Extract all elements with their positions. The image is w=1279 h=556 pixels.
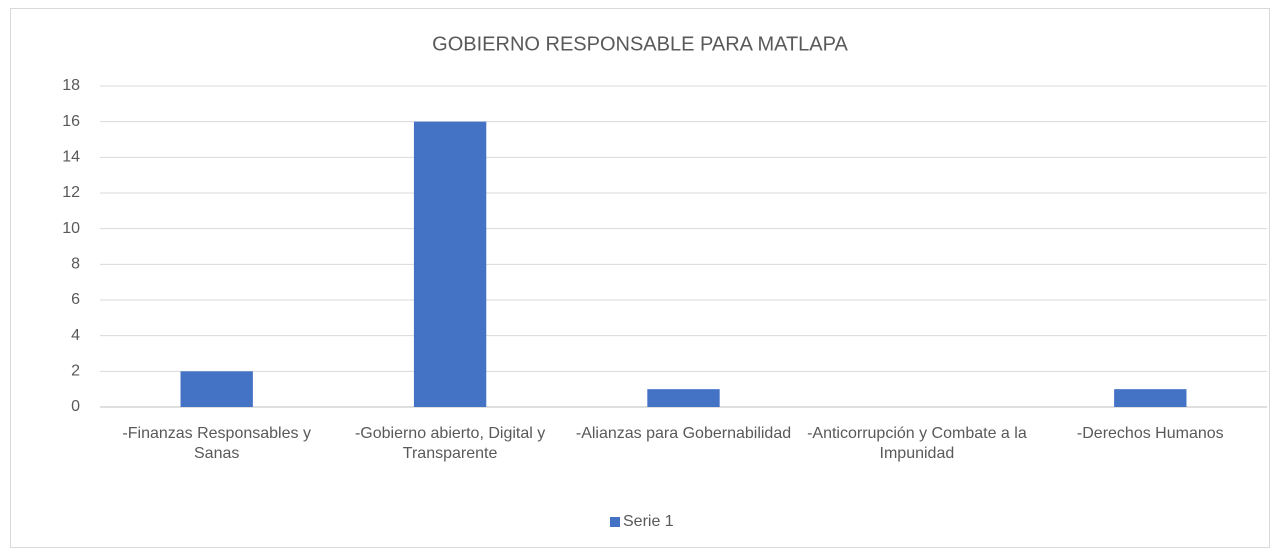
x-tick-label: -Alianzas para Gobernabilidad: [575, 425, 792, 442]
y-tick-label: 4: [71, 327, 80, 344]
bar: [1114, 389, 1187, 407]
y-tick-label: 0: [71, 398, 80, 415]
bar: [413, 121, 487, 408]
y-tick-label: 16: [62, 113, 80, 130]
y-tick-label: 2: [71, 363, 80, 380]
x-tick-label: -Gobierno abierto, Digital y Transparent…: [354, 425, 546, 462]
y-tick-label: 18: [62, 77, 80, 94]
bar: [647, 389, 720, 407]
legend-label: Serie 1: [623, 513, 674, 530]
y-tick-label: 6: [71, 291, 80, 308]
chart-border: [10, 8, 1270, 548]
x-tick-label: -Finanzas Responsables y Sanas: [122, 425, 311, 462]
x-tick-label: -Anticorrupción y Combate a la Impunidad: [807, 425, 1027, 462]
y-tick-label: 10: [62, 220, 80, 237]
x-tick-label: -Derechos Humanos: [1076, 425, 1224, 442]
chart-title: GOBIERNO RESPONSABLE PARA MATLAPA: [432, 33, 848, 55]
y-tick-label: 12: [62, 184, 80, 201]
y-tick-label: 14: [62, 149, 80, 166]
legend-swatch: [610, 517, 620, 527]
y-tick-label: 8: [71, 256, 80, 273]
bar: [180, 371, 253, 407]
